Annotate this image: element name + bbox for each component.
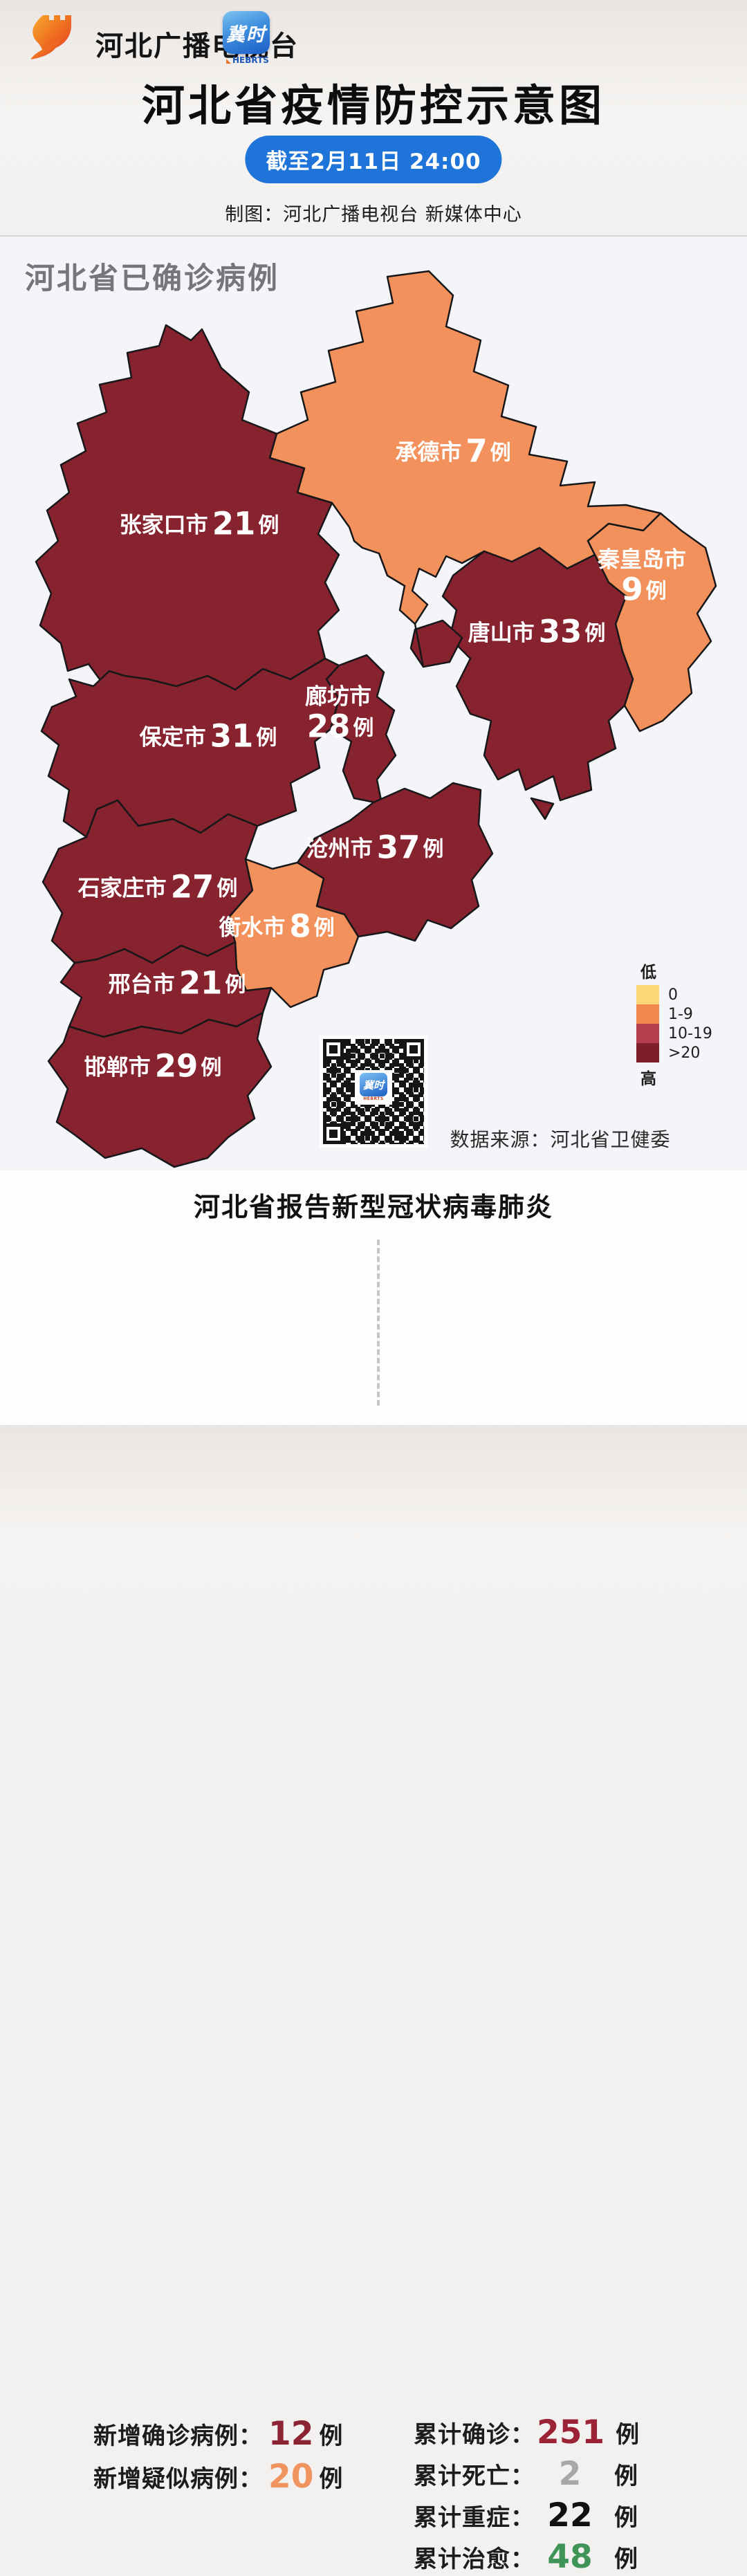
legend-item: 0 — [636, 985, 740, 1004]
date-badge: 截至2月11日 24:00 — [245, 136, 502, 183]
stat-new-suspected: 新增疑似病例： 20 例 — [93, 2457, 343, 2496]
hebei-tv-logo-icon — [30, 15, 71, 59]
stat-total-deaths: 累计死亡： 2 例 — [414, 2454, 638, 2493]
region-label-chengde: 承德市 7 例 — [395, 432, 511, 470]
qr-finder-icon — [403, 1039, 424, 1060]
page-title: 河北省疫情防控示意图 — [141, 80, 605, 131]
dashed-divider — [377, 1240, 380, 1406]
qr-code: 冀时 HEBRTS — [320, 1036, 427, 1148]
summary-section: 河北省报告新型冠状病毒肺炎 新增确诊病例： 12 例 新增疑似病例： 20 例 累计确诊… — [0, 1170, 747, 2576]
map-section-title: 河北省已确诊病例 — [25, 261, 279, 296]
region-label-baoding: 保定市 31 例 — [139, 717, 277, 755]
region-label-qinhuangdao: 秦皇岛市 9 例 — [597, 546, 687, 608]
stat-total-severe: 累计重症： 22 例 — [414, 2496, 638, 2534]
data-source: 数据来源：河北省卫健委 — [450, 1128, 671, 1151]
region-label-cangzhou: 沧州市 37 例 — [306, 829, 444, 866]
map-region-tangshan — [441, 546, 634, 802]
qr-finder-icon — [323, 1039, 344, 1060]
region-label-shijiazhuang: 石家庄市 27 例 — [77, 868, 238, 905]
stat-total-confirmed: 累计确诊： 251 例 — [414, 2413, 640, 2451]
hebei-choropleth-map — [35, 270, 717, 1168]
map-region-chengde — [268, 270, 662, 625]
beijing-border-line — [414, 623, 425, 668]
credit-line: 制图：河北广播电视台 新媒体中心 — [225, 204, 522, 226]
map-legend: 低 0 1-9 10-19 >20 高 — [636, 959, 740, 1089]
map-exclave-langfang — [409, 619, 463, 668]
qr-finder-icon — [323, 1123, 344, 1144]
map-section: 河北省已确诊病例 承德市 7 例 张家口市 21 例 秦皇岛市 9 例 唐山市 33 例 廊坊市… — [0, 235, 747, 1173]
qr-center-logo: 冀时 HEBRTS — [355, 1069, 392, 1105]
legend-item: >20 — [636, 1043, 740, 1062]
stat-total-cured: 累计治愈： 48 例 — [414, 2537, 638, 2576]
region-label-xingtai: 邢台市 21 例 — [108, 964, 246, 1002]
legend-high-label: 高 — [640, 1070, 656, 1088]
region-label-tangshan: 唐山市 33 例 — [468, 613, 606, 650]
map-region-hengshui — [227, 858, 360, 1009]
jishi-app-icon: 冀时 — [223, 11, 270, 54]
app-icon-subtext: HEBRTS — [220, 55, 275, 65]
map-islet-tangshan — [530, 797, 555, 820]
region-label-langfang: 廊坊市 28 例 — [304, 683, 374, 745]
legend-item: 1-9 — [636, 1004, 740, 1024]
region-label-handan: 邯郸市 29 例 — [84, 1047, 222, 1085]
legend-item: 10-19 — [636, 1024, 740, 1043]
stat-new-confirmed: 新增确诊病例： 12 例 — [93, 2414, 343, 2453]
map-region-zhangjiakou — [35, 324, 340, 691]
legend-low-label: 低 — [640, 964, 656, 982]
region-label-hengshui: 衡水市 8 例 — [219, 908, 335, 945]
map-region-handan — [47, 1011, 273, 1168]
summary-title: 河北省报告新型冠状病毒肺炎 — [193, 1192, 553, 1222]
region-label-zhangjiakou: 张家口市 21 例 — [119, 505, 279, 542]
